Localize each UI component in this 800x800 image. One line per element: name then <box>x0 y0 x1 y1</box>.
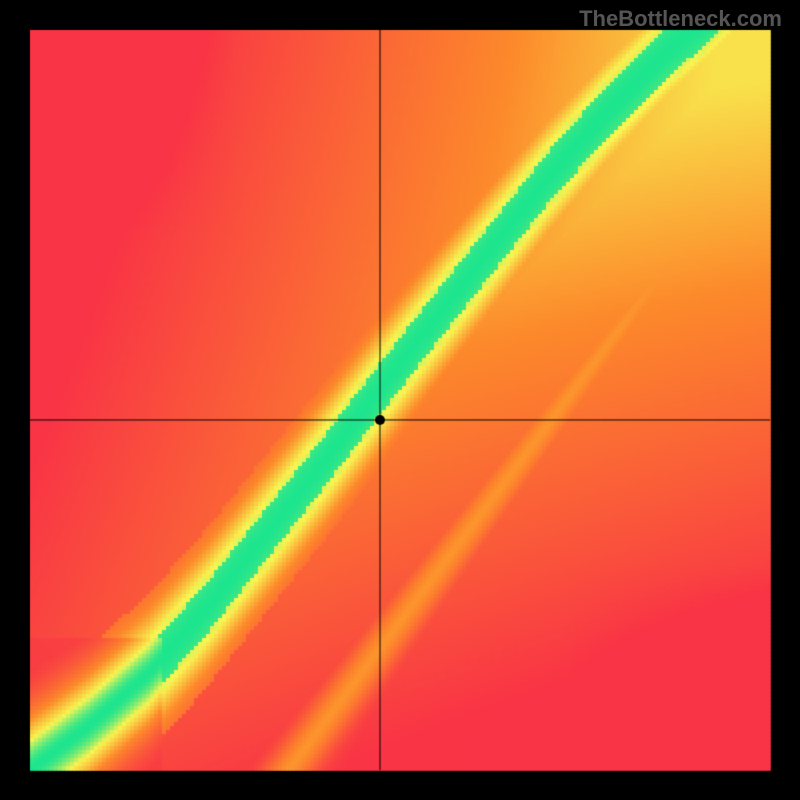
heatmap-canvas <box>0 0 800 800</box>
watermark-text: TheBottleneck.com <box>579 6 782 32</box>
chart-container: TheBottleneck.com <box>0 0 800 800</box>
